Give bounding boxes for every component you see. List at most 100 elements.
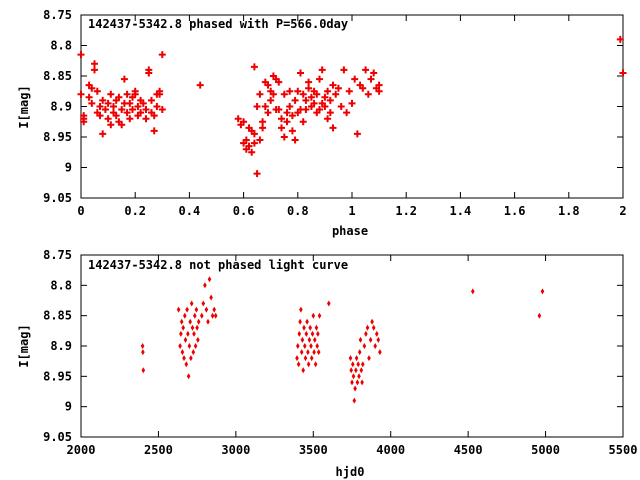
x-tick-label: 2 xyxy=(619,204,626,218)
data-point xyxy=(176,306,181,313)
data-point xyxy=(196,318,201,325)
data-point xyxy=(297,330,302,337)
data-point xyxy=(212,306,216,313)
data-point xyxy=(141,367,146,374)
data-point xyxy=(253,103,261,110)
y-ticks: 8.75 8.8 8.85 8.9 8.95 9 9.05 xyxy=(43,8,623,205)
data-point xyxy=(91,60,98,68)
data-point xyxy=(288,127,296,135)
data-point xyxy=(364,90,372,98)
data-point xyxy=(192,330,196,337)
x-tick-label: 2500 xyxy=(144,443,173,457)
data-point xyxy=(186,373,191,380)
data-point xyxy=(345,87,353,95)
x-tick-label: 3000 xyxy=(221,443,250,457)
data-point xyxy=(354,355,359,362)
data-point xyxy=(332,90,340,98)
data-point xyxy=(309,343,313,349)
data-point xyxy=(178,343,182,349)
data-point xyxy=(107,121,115,129)
data-point xyxy=(306,349,310,356)
data-point xyxy=(210,312,215,319)
data-point xyxy=(300,336,305,343)
data-point xyxy=(191,349,196,356)
data-points xyxy=(77,35,627,178)
data-point xyxy=(353,130,361,138)
x-tick-label: 5500 xyxy=(609,443,638,457)
data-point xyxy=(296,343,300,349)
data-point xyxy=(261,103,269,110)
data-point xyxy=(364,330,368,337)
data-point xyxy=(158,51,166,59)
data-point xyxy=(299,306,303,313)
x-tick-label: 4500 xyxy=(454,443,483,457)
data-point xyxy=(126,99,134,107)
data-point xyxy=(306,361,311,368)
data-point xyxy=(291,136,299,144)
data-point xyxy=(352,397,357,404)
y-tick-label: 8.9 xyxy=(50,100,72,114)
data-point xyxy=(180,349,185,356)
data-point xyxy=(376,336,381,343)
data-point xyxy=(179,330,183,337)
data-point xyxy=(317,312,322,319)
data-point xyxy=(355,379,360,386)
data-point xyxy=(299,349,304,356)
data-point xyxy=(190,324,195,331)
data-point xyxy=(286,103,294,110)
y-tick-label: 8.8 xyxy=(50,39,72,53)
plot-frame xyxy=(80,254,624,438)
data-point xyxy=(181,324,185,331)
data-point xyxy=(207,276,212,283)
data-point xyxy=(278,124,285,132)
data-point xyxy=(141,349,145,356)
x-axis-label: hjd0 xyxy=(336,465,365,479)
data-point xyxy=(179,318,184,325)
data-point xyxy=(302,324,306,331)
data-point xyxy=(203,282,207,289)
data-point xyxy=(373,343,377,349)
data-point xyxy=(354,367,358,374)
data-point xyxy=(337,103,345,110)
data-point xyxy=(99,130,107,138)
x-tick-label: 4000 xyxy=(376,443,405,457)
y-tick-label: 8.9 xyxy=(50,339,72,353)
data-point xyxy=(250,63,258,71)
data-point xyxy=(314,324,319,331)
data-point xyxy=(189,355,193,362)
data-point xyxy=(309,355,314,362)
data-point xyxy=(367,75,375,83)
data-point xyxy=(329,124,337,132)
data-point xyxy=(537,312,542,319)
data-point xyxy=(324,115,332,123)
x-tick-label: 2000 xyxy=(67,443,96,457)
y-tick-label: 9 xyxy=(65,161,72,175)
unphased-light-curve-panel: 2000 2500 3000 3500 4000 4500 5000 5500 8.75 8.8… xyxy=(17,248,637,479)
data-point xyxy=(371,324,376,331)
data-point xyxy=(213,312,218,319)
x-tick-label: 1.4 xyxy=(450,204,472,218)
data-point xyxy=(305,318,309,325)
data-point xyxy=(85,93,93,101)
data-point xyxy=(201,300,206,307)
data-point xyxy=(357,349,362,356)
x-tick-label: 0.6 xyxy=(233,204,255,218)
data-point xyxy=(256,90,264,98)
data-point xyxy=(195,324,199,331)
data-point xyxy=(259,124,267,132)
data-point xyxy=(120,75,128,83)
data-point xyxy=(375,330,379,337)
data-point xyxy=(140,343,145,349)
chart-title: 142437-5342.8 phased with P=566.0day xyxy=(88,17,348,31)
x-tick-label: 5000 xyxy=(531,443,560,457)
y-tick-label: 9 xyxy=(65,400,72,414)
y-tick-label: 8.75 xyxy=(43,8,72,22)
x-axis-label: phase xyxy=(332,224,368,238)
data-point xyxy=(353,385,357,392)
data-point xyxy=(142,115,150,123)
data-point xyxy=(315,343,319,349)
data-point xyxy=(193,343,198,349)
x-ticks: 0 0.2 0.4 0.6 0.8 1 1.2 1.4 1.6 1.8 2 xyxy=(77,15,627,218)
data-point xyxy=(299,118,307,126)
data-point xyxy=(194,306,199,313)
